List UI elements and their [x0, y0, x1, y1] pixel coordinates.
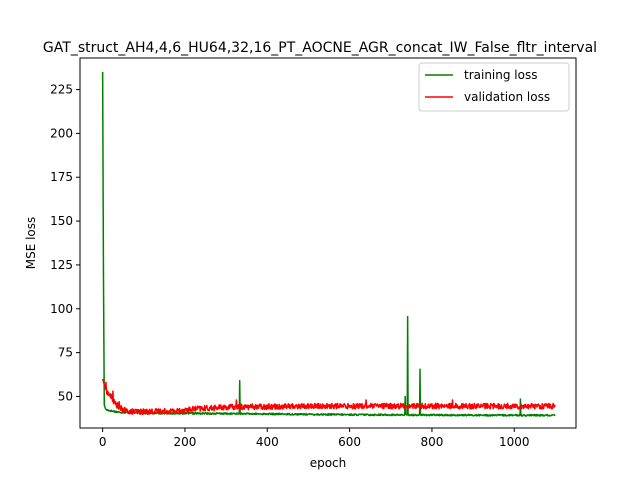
y-tick-label: 75 — [58, 346, 73, 360]
series-line-training — [101, 72, 556, 417]
x-axis: 0 200 400 600 800 1000 — [99, 428, 530, 449]
x-tick-label: 800 — [420, 435, 443, 449]
legend: training loss validation loss — [418, 62, 570, 112]
legend-box — [418, 62, 570, 112]
x-tick-label: 600 — [338, 435, 361, 449]
y-tick-label: 225 — [50, 83, 73, 97]
y-axis: 50 75 100 125 150 175 200 225 — [50, 83, 80, 403]
x-tick-label: 1000 — [499, 435, 530, 449]
y-tick-label: 125 — [50, 258, 73, 272]
plot-area — [79, 57, 577, 429]
y-tick-label: 150 — [50, 214, 73, 228]
plot-frame — [79, 57, 577, 429]
series-line-validation — [101, 378, 556, 416]
y-axis-label: MSE loss — [24, 217, 38, 270]
y-tick-label: 50 — [58, 389, 73, 403]
x-tick-label: 200 — [174, 435, 197, 449]
x-tick-label: 400 — [256, 435, 279, 449]
x-axis-label: epoch — [310, 456, 347, 470]
y-tick-label: 100 — [50, 302, 73, 316]
series-layer — [101, 72, 556, 417]
legend-label-training: training loss — [464, 68, 537, 82]
x-tick-label: 0 — [99, 435, 107, 449]
chart-title: GAT_struct_AH4,4,6_HU64,32,16_PT_AOCNE_A… — [43, 40, 597, 56]
y-tick-label: 175 — [50, 170, 73, 184]
legend-label-validation: validation loss — [464, 90, 550, 104]
y-tick-label: 200 — [50, 126, 73, 140]
